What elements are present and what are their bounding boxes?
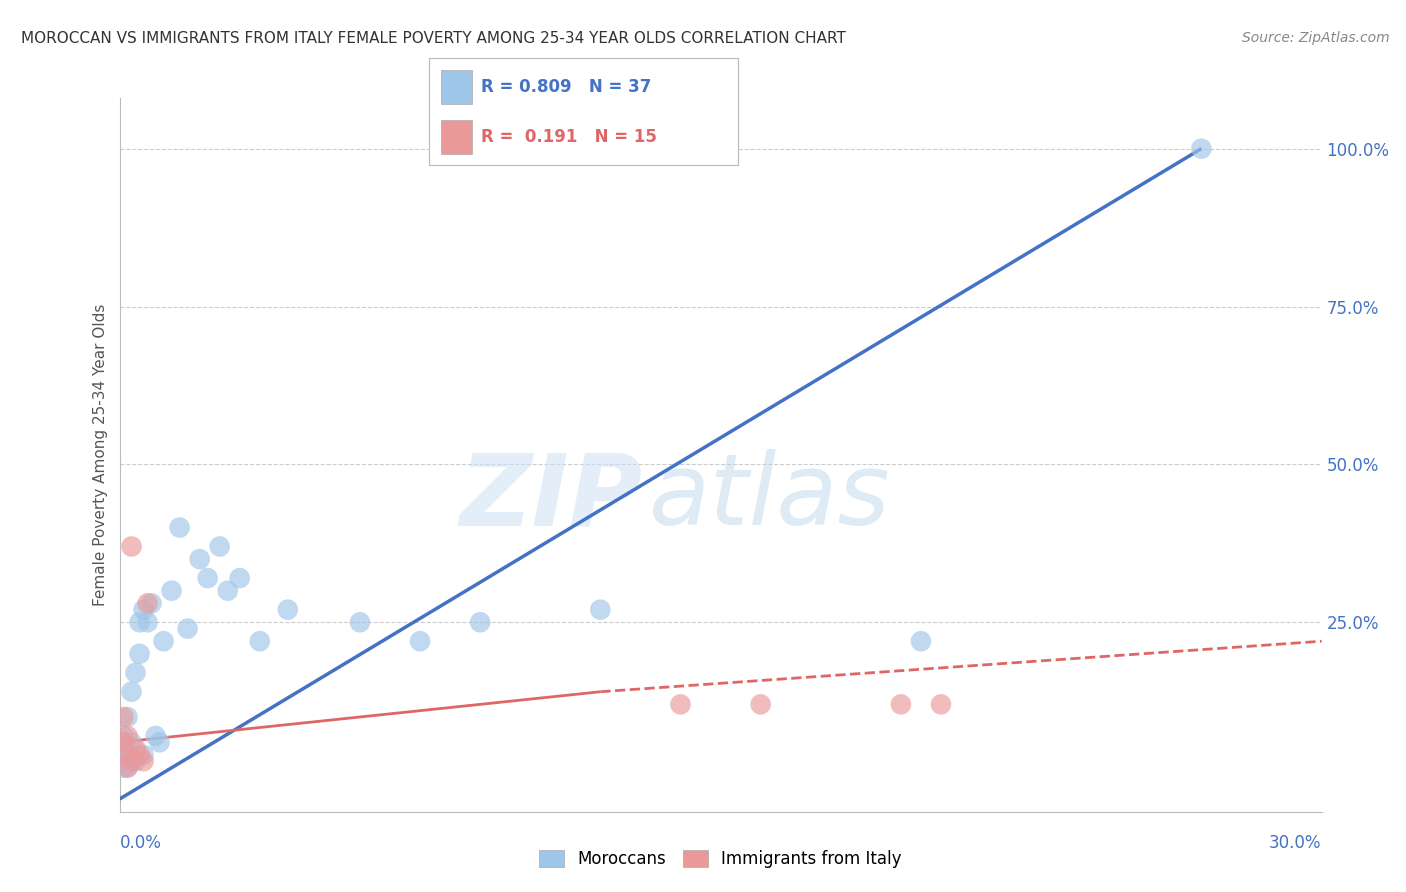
Text: ZIP: ZIP: [460, 450, 643, 546]
Text: atlas: atlas: [648, 450, 890, 546]
Point: [249, 634, 271, 648]
Point: [112, 760, 135, 774]
Legend: Moroccans, Immigrants from Italy: Moroccans, Immigrants from Italy: [533, 843, 908, 875]
Point: [208, 540, 231, 554]
Point: [152, 634, 174, 648]
Point: [112, 747, 135, 762]
Point: [112, 710, 135, 724]
Point: [124, 754, 146, 768]
Point: [136, 615, 159, 630]
Point: [160, 583, 183, 598]
Point: [1191, 142, 1213, 156]
Bar: [441, 120, 472, 154]
Point: [277, 602, 299, 616]
Point: [136, 596, 159, 610]
Point: [141, 596, 163, 610]
Point: [128, 747, 150, 762]
Text: 0.0%: 0.0%: [120, 834, 162, 852]
Point: [145, 729, 167, 743]
Text: R = 0.809   N = 37: R = 0.809 N = 37: [481, 78, 652, 95]
Text: Source: ZipAtlas.com: Source: ZipAtlas.com: [1241, 31, 1389, 45]
Point: [121, 684, 143, 698]
Point: [217, 583, 239, 598]
Point: [117, 747, 139, 762]
Point: [149, 735, 172, 749]
Point: [468, 615, 492, 630]
Point: [128, 647, 150, 661]
Point: [669, 698, 692, 712]
Point: [176, 622, 198, 636]
Point: [749, 698, 772, 712]
Point: [409, 634, 432, 648]
Bar: [441, 70, 472, 104]
Point: [197, 571, 219, 585]
Point: [929, 698, 952, 712]
Point: [124, 741, 146, 756]
Point: [112, 754, 135, 768]
Point: [112, 729, 135, 743]
Point: [890, 698, 912, 712]
Point: [124, 665, 146, 680]
Point: [117, 760, 139, 774]
Point: [117, 760, 139, 774]
Point: [910, 634, 932, 648]
Point: [188, 552, 211, 566]
Point: [121, 754, 143, 768]
Text: 30.0%: 30.0%: [1270, 834, 1322, 852]
Point: [132, 754, 155, 768]
Point: [228, 571, 252, 585]
Point: [117, 729, 139, 743]
Point: [589, 602, 612, 616]
Point: [132, 602, 155, 616]
Text: MOROCCAN VS IMMIGRANTS FROM ITALY FEMALE POVERTY AMONG 25-34 YEAR OLDS CORRELATI: MOROCCAN VS IMMIGRANTS FROM ITALY FEMALE…: [21, 31, 846, 46]
Point: [349, 615, 371, 630]
Point: [121, 735, 143, 749]
Point: [117, 710, 139, 724]
Text: R =  0.191   N = 15: R = 0.191 N = 15: [481, 128, 657, 146]
Point: [121, 754, 143, 768]
Point: [169, 520, 191, 534]
Point: [128, 615, 150, 630]
Y-axis label: Female Poverty Among 25-34 Year Olds: Female Poverty Among 25-34 Year Olds: [93, 304, 108, 606]
Point: [112, 741, 135, 756]
Point: [112, 735, 135, 749]
Point: [121, 540, 143, 554]
Point: [132, 747, 155, 762]
